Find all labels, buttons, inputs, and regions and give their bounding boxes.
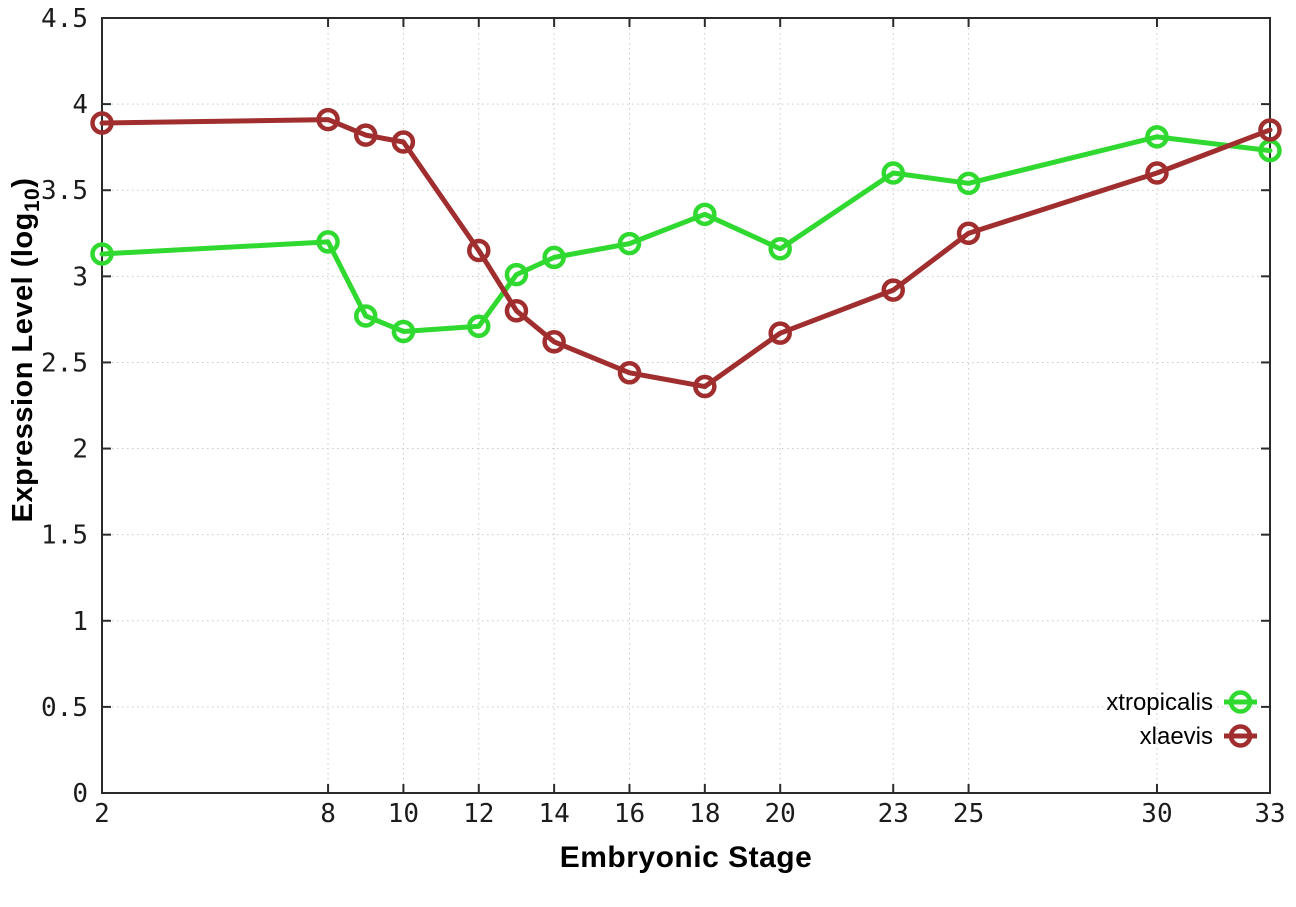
data-point-xtropicalis: [881, 161, 905, 185]
data-point-xlaevis: [1145, 161, 1169, 185]
y-axis-title-close: ): [7, 177, 39, 188]
x-tick-label: 23: [878, 799, 909, 829]
plot-border: [101, 17, 1271, 794]
y-tick-label: 3.5: [41, 176, 88, 206]
x-tick-label: 10: [388, 799, 419, 829]
data-point-xlaevis: [881, 278, 905, 302]
x-tick-label: 30: [1141, 799, 1172, 829]
data-point-xtropicalis: [504, 262, 529, 287]
x-tick-label: 20: [765, 799, 796, 829]
data-point-xlaevis: [542, 330, 566, 354]
data-point-xtropicalis: [316, 230, 340, 254]
x-tick-label: 14: [538, 799, 569, 829]
data-point-xlaevis: [617, 361, 642, 385]
data-point-xtropicalis: [1145, 125, 1169, 149]
x-axis-title: Embryonic Stage: [559, 841, 813, 874]
legend-label-xlaevis: xlaevis: [1140, 723, 1213, 750]
data-point-xtropicalis: [768, 237, 792, 261]
data-point-xlaevis: [391, 130, 416, 154]
legend-label-xtropicalis: xtropicalis: [1106, 689, 1213, 716]
y-tick-label: 0.5: [41, 693, 88, 723]
y-tick-label: 2: [72, 435, 88, 465]
data-point-xtropicalis: [693, 202, 717, 227]
y-tick-label: 2.5: [41, 348, 88, 378]
data-point-xlaevis: [768, 321, 792, 345]
y-tick-label: 1: [72, 607, 88, 637]
data-point-xtropicalis: [617, 231, 642, 256]
y-tick-label: 4: [72, 90, 88, 120]
data-point-xtropicalis: [542, 245, 566, 270]
y-axis-title: Expression Level (log10): [7, 178, 45, 523]
y-tick-label: 1.5: [41, 521, 88, 551]
data-point-xlaevis: [504, 299, 529, 323]
legend-marker-xtropicalis: [1228, 690, 1253, 714]
y-tick-label: 4.5: [41, 4, 88, 34]
series-line-xlaevis: [99, 117, 1273, 390]
data-point-xlaevis: [353, 123, 378, 147]
y-tick-label: 0: [72, 779, 88, 809]
x-tick-label: 12: [463, 799, 494, 829]
data-point-xlaevis: [693, 374, 717, 399]
data-point-xlaevis: [90, 111, 114, 135]
series-line-xtropicalis: [99, 134, 1273, 334]
data-point-xtropicalis: [391, 319, 416, 344]
x-tick-label: 33: [1254, 799, 1285, 829]
x-tick-label: 8: [320, 799, 336, 829]
data-point-xtropicalis: [90, 242, 114, 266]
data-point-xtropicalis: [353, 304, 378, 328]
x-tick-label: 2: [94, 799, 110, 829]
x-tick-label: 25: [953, 799, 984, 829]
data-point-xlaevis: [467, 238, 491, 263]
data-point-xlaevis: [1258, 118, 1282, 142]
x-tick-label: 16: [614, 799, 645, 829]
data-point-xlaevis: [956, 221, 981, 246]
legend-marker-xlaevis: [1228, 724, 1253, 748]
data-point-xtropicalis: [467, 314, 491, 339]
data-point-xtropicalis: [956, 171, 981, 196]
y-tick-label: 3: [72, 262, 88, 292]
y-axis-title-text: Expression Level (log: [7, 212, 39, 523]
y-axis-title-subscript: 10: [21, 187, 44, 213]
data-point-xlaevis: [316, 107, 340, 132]
x-tick-label: 18: [689, 799, 720, 829]
